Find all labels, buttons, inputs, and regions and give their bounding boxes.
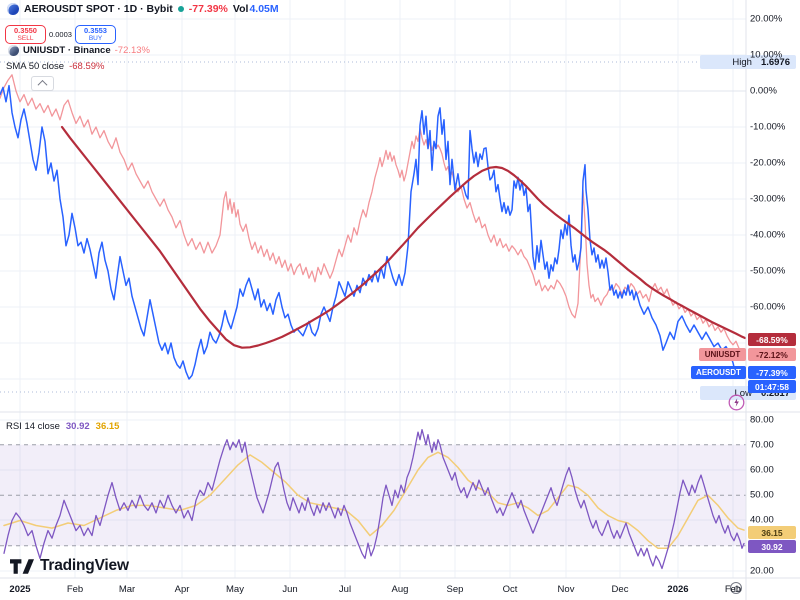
price-axis-tick: 80.00 <box>750 414 774 426</box>
uniusdt-logo-icon <box>8 45 19 56</box>
price-axis-tick: 20.00 <box>750 565 774 577</box>
low-value: 0.2817 <box>760 387 790 399</box>
main-symbol-legend[interactable]: AEROUSDT SPOT · 1D · Bybit -77.39% Vol 4… <box>7 3 279 15</box>
time-axis-label: Aug <box>391 584 409 595</box>
time-axis-label: Nov <box>557 584 575 595</box>
sma50-line <box>60 125 747 349</box>
symbol-change: -77.39% <box>188 3 228 15</box>
price-axis-tick: -10.00% <box>750 121 786 133</box>
rsi-value: 30.92 <box>65 421 90 432</box>
uniusdt-line <box>0 74 746 352</box>
time-axis-label: Jul <box>338 584 352 595</box>
tradingview-logo-icon <box>10 558 34 574</box>
compare-change: -72.13% <box>114 45 151 56</box>
time-axis-label: Apr <box>174 584 190 595</box>
sell-label: SELL <box>17 34 34 42</box>
market-status-dot <box>177 6 184 12</box>
high-price-row: High 1.6976 <box>700 55 796 69</box>
tradingview-watermark[interactable]: TradingView <box>10 557 129 575</box>
price-axis-tick: 40.00 <box>750 514 774 526</box>
uniusdt-series-tag: UNIUSDT <box>699 348 746 361</box>
buy-button[interactable]: 0.3553 BUY <box>75 25 116 44</box>
sma-price-pill: -68.59% <box>748 333 796 346</box>
volume-value: 4.05M <box>249 3 279 15</box>
time-axis-label: Jun <box>282 584 298 595</box>
compare-legend[interactable]: UNIUSDT · Binance -72.13% <box>8 45 150 56</box>
rsi-line <box>3 428 745 570</box>
price-axis-tick: -20.00% <box>750 157 786 169</box>
time-axis-label: 2026 <box>667 584 689 595</box>
rsi-ma-value: 36.15 <box>95 421 120 432</box>
high-value: 1.6976 <box>760 56 790 68</box>
price-axis-tick: 20.00% <box>750 13 783 25</box>
volume-label: Vol <box>232 3 249 15</box>
price-axis-tick: -40.00% <box>750 229 786 241</box>
time-axis-settings-icon[interactable] <box>730 582 742 594</box>
rsi-pill: 30.92 <box>748 540 796 553</box>
high-label: High <box>732 56 752 68</box>
price-axis-tick: -50.00% <box>750 265 786 277</box>
boost-lightning-icon[interactable] <box>728 394 745 411</box>
spread-value: 0.0003 <box>49 30 72 39</box>
uniusdt-price-pill: -72.12% <box>748 348 796 361</box>
symbol-title: AEROUSDT SPOT · 1D · Bybit <box>24 3 173 15</box>
collapse-legend-button[interactable] <box>31 76 54 91</box>
low-label: Low <box>734 387 752 399</box>
price-axis-tick: 10.00% <box>750 49 783 61</box>
sell-button[interactable]: 0.3550 SELL <box>5 25 46 44</box>
time-axis-label: May <box>226 584 244 595</box>
rsi-title: RSI 14 close <box>6 421 60 432</box>
rsi-band <box>0 444 746 546</box>
rsi-ma-pill: 36.15 <box>748 526 796 539</box>
time-axis-label: Mar <box>118 584 136 595</box>
buy-label: BUY <box>88 34 103 42</box>
price-axis-tick: 70.00 <box>750 439 774 451</box>
sell-price: 0.3550 <box>14 26 37 35</box>
countdown-pill: 01:47:58 <box>748 380 796 393</box>
compare-title: UNIUSDT · Binance <box>23 45 111 56</box>
buy-price: 0.3553 <box>84 26 107 35</box>
rsi-legend[interactable]: RSI 14 close 30.92 36.15 <box>6 421 119 432</box>
price-axis-tick: 50.00 <box>750 489 774 501</box>
time-axis-label: Sep <box>446 584 464 595</box>
chevron-up-icon <box>37 79 48 90</box>
aerousdt-price-pill: -77.39% <box>748 366 796 379</box>
rsi-ma-line <box>3 451 745 550</box>
watermark-text: TradingView <box>40 557 129 574</box>
time-axis-label: Oct <box>502 584 518 595</box>
time-axis-label: 2025 <box>9 584 31 595</box>
price-axis-tick: -30.00% <box>750 193 786 205</box>
price-axis-tick: -60.00% <box>750 301 786 313</box>
time-axis-label: Feb <box>66 584 84 595</box>
aerousdt-series-tag: AEROUSDT <box>691 366 746 379</box>
time-axis-label: Feb <box>724 584 742 595</box>
aerousdt-line <box>0 84 746 380</box>
aerousdt-logo-icon <box>7 3 19 15</box>
sma-legend[interactable]: SMA 50 close -68.59% <box>6 61 104 72</box>
price-axis-tick: 60.00 <box>750 464 774 476</box>
price-axis-tick: 0.00% <box>750 85 777 97</box>
sma-title: SMA 50 close <box>6 61 65 72</box>
time-axis-label: Dec <box>611 584 629 595</box>
sma-value: -68.59% <box>69 61 105 72</box>
